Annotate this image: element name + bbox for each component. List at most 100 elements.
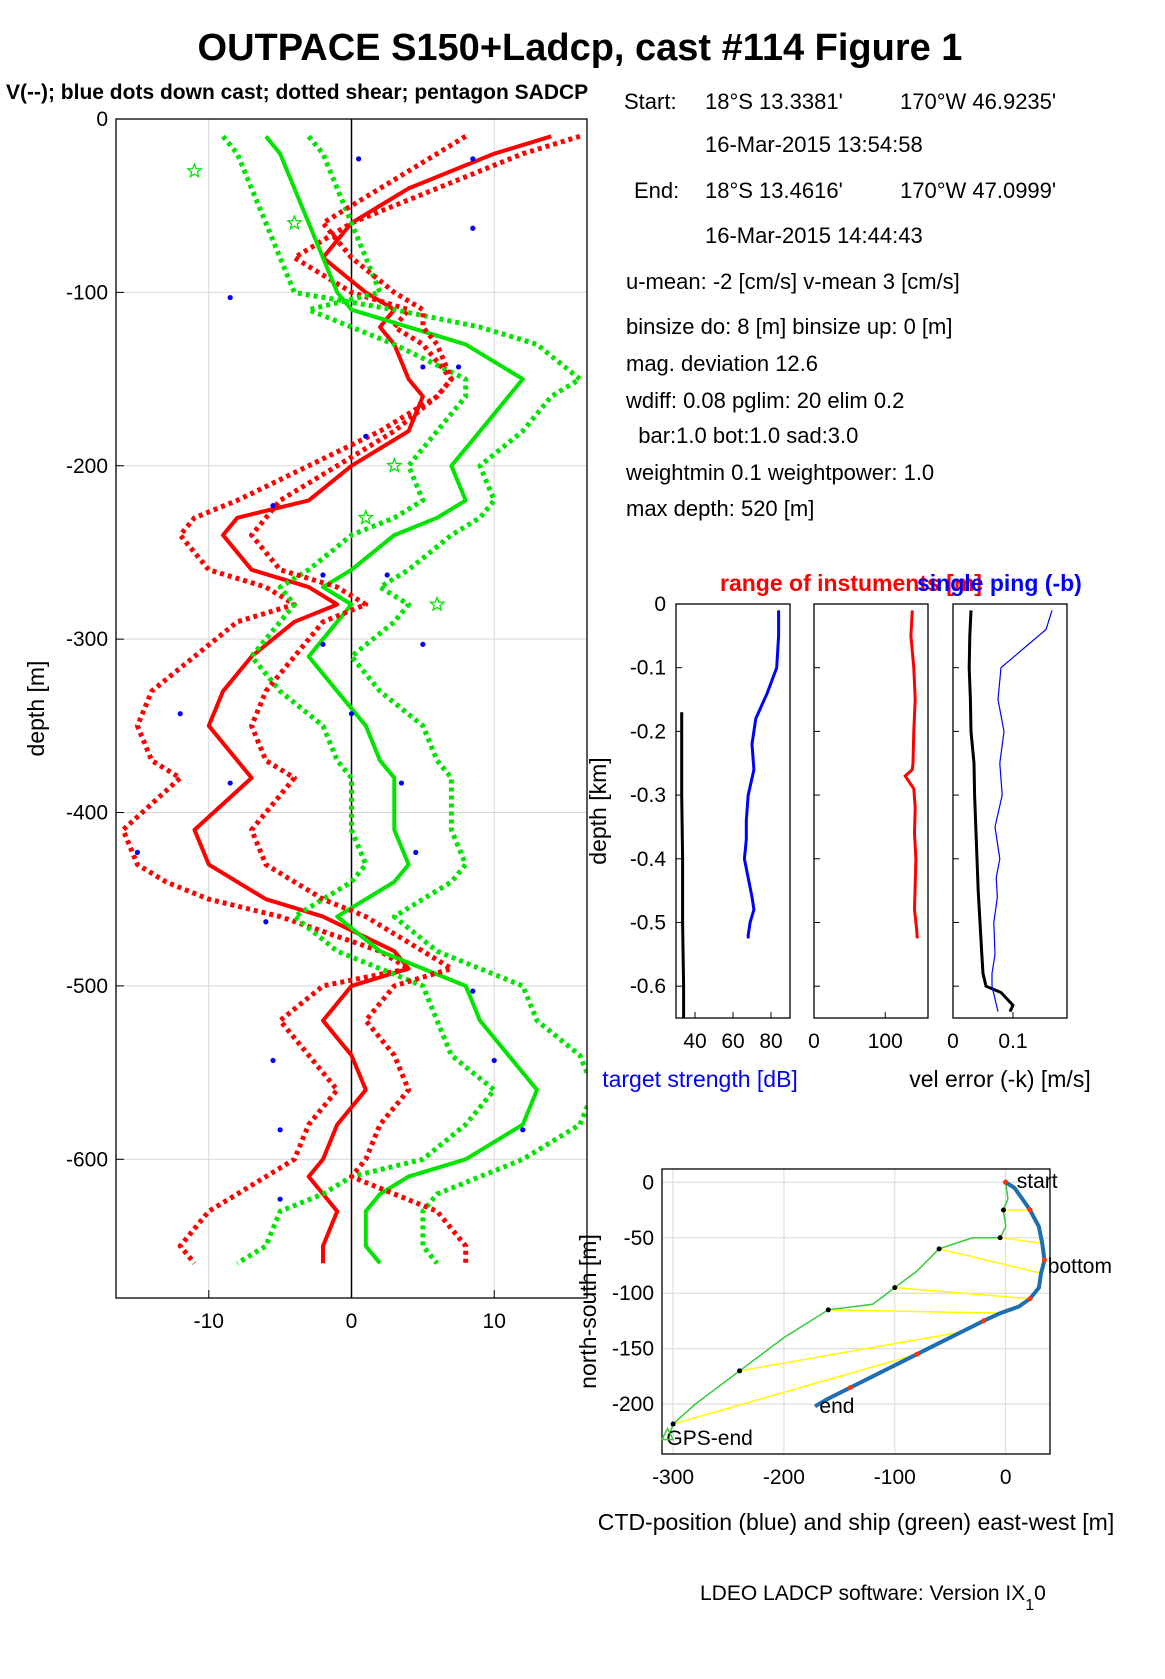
magdev-text: mag. deviation 12.6 — [626, 351, 818, 376]
range-plot: 0 100 — [808, 603, 929, 1053]
blue-dot — [384, 572, 390, 578]
blue-dot — [413, 849, 419, 856]
figure-subtitle: V(--); blue dots down cast; dotted shear… — [6, 81, 588, 104]
blue-dot — [455, 364, 462, 370]
annotation-bottom: bottom — [1048, 1255, 1112, 1278]
ctd-point — [1027, 1207, 1033, 1213]
x-tick-label: 0 — [947, 1030, 959, 1053]
series-line-0 — [903, 610, 919, 939]
ctd-point — [847, 1384, 853, 1390]
blue-dot — [227, 294, 233, 301]
y-tick-label: -150 — [612, 1338, 654, 1361]
y-axis-label: depth [m] — [23, 661, 49, 757]
end-lon: 170°W 47.0999' — [900, 178, 1056, 203]
x-tick-label: 10 — [483, 1310, 506, 1333]
start-lat: 18°S 13.3381' — [705, 89, 843, 114]
cast-info: Start: 18°S 13.3381' 170°W 46.9235' 16-M… — [624, 89, 1056, 521]
series-line-0 — [742, 610, 781, 939]
series-line-1 — [120, 133, 581, 1265]
y-tick-label: -600 — [66, 1148, 108, 1171]
means-text: u-mean: -2 [cm/s] v-mean 3 [cm/s] — [626, 269, 960, 294]
bar-text: bar:1.0 bot:1.0 sad:3.0 — [626, 423, 858, 448]
y-axis-label: north-south [m] — [575, 1234, 601, 1389]
blue-dot — [398, 780, 405, 786]
series-line-2 — [264, 135, 539, 1265]
wdiff-text: wdiff: 0.08 pglim: 20 elim 0.2 — [625, 388, 904, 413]
ship-ctd-link — [894, 1286, 1031, 1300]
figure-title: OUTPACE S150+Ladcp, cast #114 Figure 1 — [198, 27, 963, 69]
ship-point — [997, 1235, 1003, 1241]
x-tick-label: -200 — [763, 1466, 805, 1489]
position-plot: -300 -200 -100 0 0 -50 -100 -150 -200 start bottom… — [575, 1168, 1114, 1535]
end-label: End: — [634, 178, 679, 203]
ship-point — [670, 1421, 676, 1427]
annotation-end: end — [819, 1395, 854, 1418]
blue-dot — [134, 849, 141, 856]
blue-dot — [420, 641, 426, 647]
y-tick-label: -0.5 — [630, 911, 666, 934]
footer-text: LDEO LADCP software: Version IX10 — [700, 1582, 1046, 1614]
axes-box — [661, 1168, 1051, 1455]
y-axis-label: depth [km] — [585, 757, 611, 864]
axes-box — [813, 603, 929, 1019]
blue-dot — [270, 1057, 276, 1064]
blue-dot — [348, 711, 355, 717]
series-line-1 — [991, 610, 1053, 1012]
ship-point — [892, 1285, 898, 1291]
gps-end-marker — [660, 1426, 675, 1441]
start-time: 16-Mar-2015 13:54:58 — [705, 132, 923, 157]
blue-dot — [470, 225, 476, 231]
series-line-0 — [967, 610, 1015, 1013]
x-axis-label: CTD-position (blue) and ship (green) eas… — [598, 1509, 1114, 1535]
y-tick-label: -0.6 — [630, 975, 666, 998]
vel-error-plot: 0 0.1 vel error (-k) [m/s] — [909, 603, 1091, 1092]
annotation-start: start — [1017, 1170, 1058, 1193]
ship-point — [737, 1368, 743, 1374]
series-line-5 — [249, 134, 469, 1264]
blue-dot — [277, 1196, 283, 1202]
ctd-point — [1027, 1296, 1033, 1302]
blue-dot — [356, 156, 362, 162]
ctd-point — [980, 1318, 986, 1324]
x-axis-label: target strength [dB] — [602, 1066, 798, 1092]
series-line-4 — [236, 134, 497, 1266]
y-tick-label: -0.2 — [630, 720, 666, 743]
x-tick-label: 0 — [808, 1030, 820, 1053]
annotation-gps-end: GPS-end — [666, 1427, 752, 1450]
ctd-point — [914, 1351, 920, 1357]
axes-box — [675, 603, 791, 1019]
y-tick-label: -200 — [66, 455, 108, 478]
end-time: 16-Mar-2015 14:44:43 — [705, 223, 923, 248]
y-tick-label: -0.4 — [630, 848, 667, 871]
blue-dot — [263, 919, 269, 925]
sadcp-star-marker — [186, 162, 203, 179]
x-tick-label: -300 — [652, 1466, 694, 1489]
single-ping-title: single ping (-b) — [917, 570, 1082, 596]
range-title: range of instuments [m] — [720, 570, 982, 596]
ship-point — [936, 1246, 942, 1252]
blue-dot — [470, 156, 476, 162]
blue-dot — [270, 503, 276, 509]
ship-track — [666, 1182, 1009, 1440]
series-line-0 — [192, 134, 552, 1264]
ship-ctd-link — [739, 1331, 962, 1372]
blue-dot — [320, 572, 326, 578]
ship-ctd-link — [672, 1353, 918, 1425]
start-label: Start: — [624, 89, 677, 114]
axes-box — [952, 603, 1068, 1019]
ctd-point — [1003, 1179, 1009, 1185]
axes-box — [115, 118, 588, 1299]
blue-dot — [420, 364, 426, 370]
y-tick-label: 0 — [654, 593, 666, 616]
start-lon: 170°W 46.9235' — [900, 89, 1056, 114]
y-tick-label: 0 — [96, 108, 108, 131]
y-tick-label: 0 — [642, 1171, 654, 1194]
footer-sub: 1 — [1025, 1597, 1034, 1614]
data-series — [120, 133, 587, 1266]
x-tick-label: 60 — [721, 1030, 744, 1053]
ship-point — [825, 1307, 831, 1313]
x-tick-label: 0.1 — [998, 1030, 1027, 1053]
x-tick-label: 0 — [1000, 1466, 1012, 1489]
end-lat: 18°S 13.4616' — [705, 178, 843, 203]
y-tick-label: -400 — [66, 802, 108, 825]
